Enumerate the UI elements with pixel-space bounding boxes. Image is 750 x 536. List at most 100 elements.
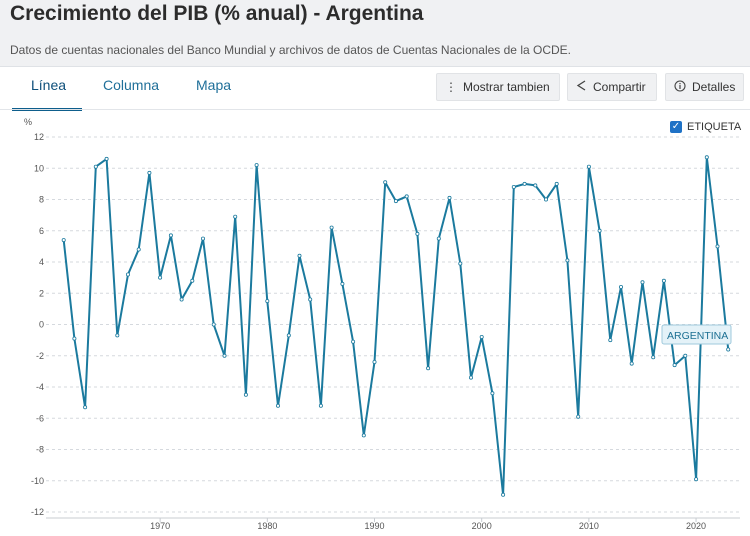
y-tick-label: 8 <box>39 195 44 205</box>
y-tick-label: -4 <box>36 382 44 392</box>
data-point[interactable] <box>447 195 452 200</box>
data-point[interactable] <box>308 297 313 302</box>
mostrar-tambien-button[interactable]: ⋮ Mostrar tambien <box>436 73 560 101</box>
data-point[interactable] <box>490 391 495 396</box>
data-point[interactable] <box>104 156 109 161</box>
data-point[interactable] <box>651 355 656 360</box>
data-point[interactable] <box>351 339 356 344</box>
tab-divider <box>0 109 750 110</box>
data-point[interactable] <box>426 366 431 371</box>
y-tick-label: -8 <box>36 445 44 455</box>
y-tick-label: 6 <box>39 226 44 236</box>
data-point[interactable] <box>147 170 152 175</box>
data-point[interactable] <box>683 353 688 358</box>
data-point[interactable] <box>640 280 645 285</box>
data-point[interactable] <box>222 353 227 358</box>
data-point[interactable] <box>297 253 302 258</box>
y-axis-unit-label: % <box>24 117 32 127</box>
data-point[interactable] <box>533 183 538 188</box>
x-tick-label: 1970 <box>150 521 170 531</box>
data-point[interactable] <box>608 338 613 343</box>
etiqueta-label: ETIQUETA <box>687 121 742 133</box>
series-line-argentina <box>62 156 730 496</box>
x-tick-label: 2010 <box>579 521 599 531</box>
data-point[interactable] <box>715 244 720 249</box>
tab-columna[interactable]: Columna <box>103 77 160 93</box>
data-point[interactable] <box>211 322 216 327</box>
data-point[interactable] <box>554 181 559 186</box>
series-label-box <box>661 324 732 345</box>
data-point[interactable] <box>629 361 634 366</box>
data-point[interactable] <box>93 164 98 169</box>
data-point[interactable] <box>393 199 398 204</box>
data-point[interactable] <box>458 261 463 266</box>
x-tick-label: 1990 <box>364 521 384 531</box>
data-point[interactable] <box>361 433 366 438</box>
y-tick-label: -12 <box>31 507 44 517</box>
y-tick-label: 4 <box>39 257 44 267</box>
data-point[interactable] <box>597 228 602 233</box>
data-point[interactable] <box>436 236 441 241</box>
data-point[interactable] <box>286 333 291 338</box>
data-point[interactable] <box>158 275 163 280</box>
data-point[interactable] <box>586 164 591 169</box>
data-point[interactable] <box>479 334 484 339</box>
data-point[interactable] <box>254 163 259 168</box>
data-point[interactable] <box>383 180 388 185</box>
data-point[interactable] <box>136 247 141 252</box>
compartir-button[interactable]: Compartir <box>567 73 657 101</box>
info-icon <box>674 79 686 95</box>
data-point[interactable] <box>340 281 345 286</box>
data-point[interactable] <box>168 233 173 238</box>
page-title: Crecimiento del PIB (% anual) - Argentin… <box>10 2 424 25</box>
series-label-tag: ARGENTINA <box>661 324 732 345</box>
data-point[interactable] <box>672 363 677 368</box>
mostrar-tambien-label: Mostrar tambien <box>463 80 550 94</box>
data-point[interactable] <box>415 231 420 236</box>
data-point[interactable] <box>544 197 549 202</box>
data-point[interactable] <box>190 278 195 283</box>
data-point[interactable] <box>126 272 131 277</box>
data-point[interactable] <box>576 414 581 419</box>
data-point[interactable] <box>233 214 238 219</box>
data-point[interactable] <box>468 375 473 380</box>
data-point[interactable] <box>72 336 77 341</box>
data-point[interactable] <box>726 347 731 352</box>
y-tick-label: 12 <box>34 132 44 142</box>
y-tick-label: 10 <box>34 163 44 173</box>
y-tick-label: 0 <box>39 320 44 330</box>
tab-linea[interactable]: Línea <box>31 77 67 93</box>
tab-mapa[interactable]: Mapa <box>196 77 232 93</box>
y-tick-label: -6 <box>36 413 44 423</box>
x-tick-label: 1980 <box>257 521 277 531</box>
data-point[interactable] <box>275 403 280 408</box>
page-subtitle: Datos de cuentas nacionales del Banco Mu… <box>10 43 571 57</box>
data-point[interactable] <box>179 297 184 302</box>
detalles-button[interactable]: Detalles <box>665 73 744 101</box>
data-point[interactable] <box>661 278 666 283</box>
etiqueta-toggle[interactable]: ✓ ETIQUETA <box>670 121 741 133</box>
data-point[interactable] <box>372 359 377 364</box>
data-point[interactable] <box>61 238 66 243</box>
data-point[interactable] <box>565 258 570 263</box>
data-point[interactable] <box>511 184 516 189</box>
data-point[interactable] <box>404 194 409 199</box>
compartir-label: Compartir <box>593 80 646 94</box>
data-point[interactable] <box>704 155 709 160</box>
x-tick-label: 2020 <box>686 521 706 531</box>
data-point[interactable] <box>200 236 205 241</box>
y-tick-label: -2 <box>36 351 44 361</box>
checkbox-checked-icon[interactable]: ✓ <box>670 121 682 133</box>
data-point[interactable] <box>501 492 506 497</box>
data-point[interactable] <box>83 405 88 410</box>
data-point[interactable] <box>522 181 527 186</box>
share-icon <box>576 80 587 94</box>
data-point[interactable] <box>243 392 248 397</box>
data-point[interactable] <box>694 477 699 482</box>
data-point[interactable] <box>619 284 624 289</box>
data-point[interactable] <box>115 333 120 338</box>
data-point[interactable] <box>318 403 323 408</box>
data-point[interactable] <box>329 225 334 230</box>
data-point[interactable] <box>265 299 270 304</box>
y-tick-label: 2 <box>39 288 44 298</box>
